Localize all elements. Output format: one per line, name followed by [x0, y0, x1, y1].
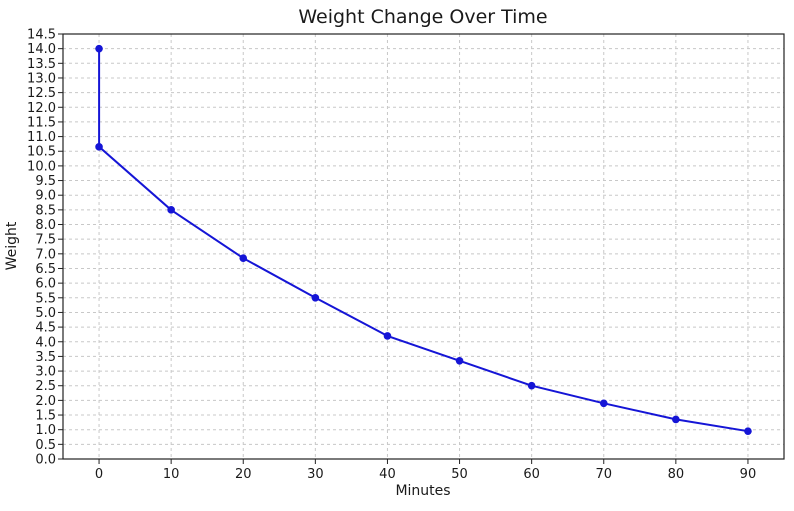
x-tick-label: 0: [95, 467, 103, 482]
y-tick-label: 13.0: [27, 71, 56, 86]
x-tick-label: 70: [595, 467, 612, 482]
data-point: [239, 254, 248, 263]
y-axis: 0.00.51.01.52.02.53.03.54.04.55.05.56.06…: [27, 28, 63, 468]
y-tick-label: 2.0: [35, 394, 56, 409]
y-tick-label: 14.0: [27, 42, 56, 57]
data-point: [455, 357, 464, 365]
y-tick-label: 2.5: [35, 379, 56, 394]
x-tick-label: 60: [523, 467, 540, 482]
y-tick-label: 5.0: [35, 306, 56, 321]
x-tick-label: 40: [379, 467, 396, 482]
y-tick-label: 9.5: [35, 174, 56, 189]
y-tick-label: 6.0: [35, 277, 56, 292]
x-tick-label: 20: [235, 467, 252, 482]
data-point: [95, 143, 103, 151]
y-tick-label: 10.0: [27, 159, 56, 174]
x-tick-label: 90: [740, 467, 757, 482]
y-tick-label: 8.5: [35, 203, 56, 218]
data-point: [744, 427, 752, 435]
data-point: [527, 381, 536, 390]
series-weight: [95, 44, 752, 435]
y-tick-label: 0.5: [35, 438, 56, 453]
data-point: [167, 206, 175, 214]
y-tick-label: 11.0: [27, 130, 56, 145]
x-tick-label: 80: [668, 467, 685, 482]
y-tick-label: 13.5: [27, 57, 56, 72]
y-tick-label: 1.5: [35, 409, 56, 424]
plot-frame: [62, 33, 785, 460]
chart-title: Weight Change Over Time: [298, 6, 547, 28]
y-tick-label: 5.5: [35, 291, 56, 306]
y-tick-label: 4.0: [35, 335, 56, 350]
data-point: [383, 332, 392, 340]
x-axis-title: Minutes: [395, 483, 450, 499]
y-tick-label: 12.0: [27, 101, 56, 116]
y-tick-label: 10.5: [27, 145, 56, 160]
y-tick-label: 0.0: [35, 453, 56, 468]
y-tick-label: 4.5: [35, 321, 56, 336]
y-tick-label: 1.0: [35, 423, 56, 438]
data-point: [95, 44, 103, 53]
y-axis-title: Weight: [4, 221, 20, 270]
data-point: [672, 415, 680, 424]
y-tick-label: 14.5: [27, 28, 56, 43]
series-line: [98, 48, 749, 433]
y-tick-label: 3.0: [35, 365, 56, 380]
y-tick-label: 12.5: [27, 86, 56, 101]
y-tick-label: 9.0: [35, 189, 56, 204]
y-tick-label: 7.0: [35, 247, 56, 262]
x-axis: 0 10 20 30 40 50 60 70 80 90: [95, 459, 756, 482]
grid: [63, 33, 784, 460]
y-tick-label: 3.5: [35, 350, 56, 365]
data-point: [311, 293, 320, 302]
y-tick-label: 8.0: [35, 218, 56, 233]
x-tick-label: 50: [451, 467, 468, 482]
y-tick-label: 6.5: [35, 262, 56, 277]
x-tick-label: 10: [163, 467, 180, 482]
y-tick-label: 11.5: [27, 115, 56, 130]
y-tick-label: 7.5: [35, 233, 56, 248]
data-point: [599, 399, 608, 408]
x-tick-label: 30: [307, 467, 324, 482]
